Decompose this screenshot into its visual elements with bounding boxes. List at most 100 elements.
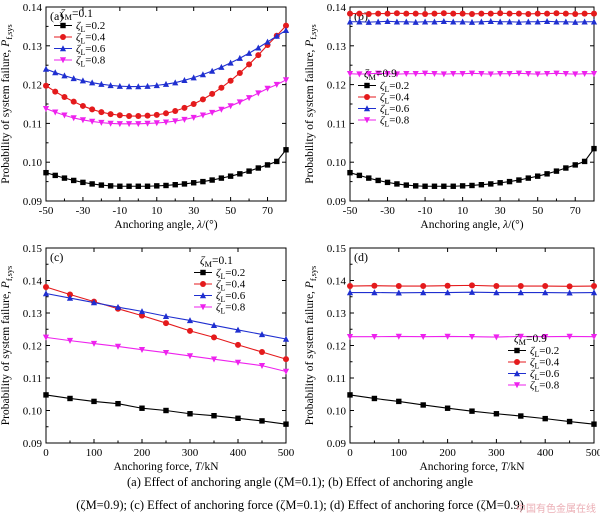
data-point bbox=[190, 101, 197, 107]
y-tick-label: 0.12 bbox=[327, 341, 346, 353]
data-point bbox=[114, 303, 122, 310]
data-point bbox=[347, 283, 353, 290]
data-point bbox=[172, 107, 179, 114]
data-point bbox=[114, 343, 122, 350]
series-triangle-down bbox=[346, 333, 598, 341]
data-point bbox=[444, 333, 451, 340]
data-point bbox=[144, 82, 151, 89]
legend-entry: ζL=0.2 bbox=[76, 20, 105, 34]
series-circle bbox=[347, 282, 597, 290]
data-point bbox=[258, 362, 266, 369]
data-point bbox=[245, 95, 253, 102]
data-point bbox=[421, 18, 429, 25]
x-tick-label: 300 bbox=[182, 447, 199, 459]
y-axis-label: Probability of system failure, Pf,sys bbox=[304, 266, 318, 425]
data-point bbox=[163, 320, 169, 327]
data-point bbox=[562, 71, 569, 78]
y-tick-label: 0.10 bbox=[23, 406, 43, 418]
data-point bbox=[116, 112, 123, 119]
data-point bbox=[384, 10, 391, 17]
data-point bbox=[487, 71, 494, 78]
data-point bbox=[245, 49, 253, 56]
data-point bbox=[517, 283, 524, 290]
data-point bbox=[209, 67, 216, 74]
data-point bbox=[553, 18, 560, 25]
x-axis-label: Anchoring force, T/kN bbox=[419, 461, 525, 473]
data-point bbox=[90, 299, 98, 306]
data-point bbox=[356, 10, 363, 17]
x-tick-label: 70 bbox=[262, 205, 274, 217]
data-point bbox=[403, 10, 410, 17]
data-point bbox=[396, 398, 402, 405]
data-point bbox=[488, 181, 494, 187]
data-point bbox=[61, 72, 68, 79]
data-point bbox=[181, 104, 188, 111]
data-point bbox=[162, 119, 170, 126]
data-point bbox=[163, 407, 169, 414]
data-point bbox=[346, 18, 354, 25]
x-tick-label: -10 bbox=[113, 205, 128, 217]
data-point bbox=[227, 103, 234, 110]
data-point bbox=[154, 183, 160, 189]
data-point bbox=[469, 408, 475, 414]
data-point bbox=[227, 77, 234, 84]
series-triangle bbox=[346, 288, 598, 296]
data-point bbox=[553, 168, 560, 174]
data-point bbox=[506, 71, 513, 78]
data-point bbox=[542, 415, 548, 422]
x-tick-label: 70 bbox=[570, 205, 582, 217]
data-point bbox=[172, 79, 179, 86]
data-point bbox=[534, 18, 541, 25]
data-point bbox=[235, 415, 241, 421]
data-point bbox=[420, 402, 426, 408]
legend-marker bbox=[364, 82, 370, 89]
data-point bbox=[544, 171, 550, 177]
data-point bbox=[450, 183, 456, 189]
data-point bbox=[444, 289, 451, 296]
legend-title: ζM=0.1 bbox=[200, 255, 233, 269]
y-tick-label: 0.09 bbox=[23, 196, 43, 208]
data-point bbox=[209, 177, 215, 183]
series-triangle-down bbox=[346, 70, 598, 78]
data-point bbox=[116, 121, 123, 128]
data-point bbox=[590, 334, 598, 341]
legend-entry: ζL=0.6 bbox=[380, 103, 410, 117]
data-point bbox=[371, 334, 378, 341]
data-point bbox=[218, 63, 225, 70]
data-point bbox=[518, 413, 524, 419]
y-tick-label: 0.15 bbox=[327, 243, 347, 255]
series-circle bbox=[347, 10, 597, 17]
data-point bbox=[493, 411, 500, 417]
data-point bbox=[440, 71, 447, 78]
data-point bbox=[572, 71, 579, 78]
data-point bbox=[525, 175, 532, 181]
legend-entry: ζL=0.4 bbox=[216, 279, 246, 293]
data-point bbox=[144, 183, 151, 189]
y-tick-label: 0.11 bbox=[327, 118, 346, 130]
data-point bbox=[468, 70, 476, 77]
x-axis-label: Anchoring angle, λ/(°) bbox=[420, 219, 523, 231]
series-triangle bbox=[346, 18, 598, 25]
data-point bbox=[236, 54, 243, 61]
data-point bbox=[211, 334, 217, 341]
data-point bbox=[506, 10, 513, 17]
y-tick-label: 0.11 bbox=[327, 373, 346, 385]
data-point bbox=[440, 10, 447, 17]
data-point bbox=[403, 182, 410, 188]
data-point bbox=[162, 349, 170, 356]
data-point bbox=[384, 71, 391, 78]
legend-entry: ζL=0.2 bbox=[380, 80, 409, 94]
data-point bbox=[264, 85, 271, 92]
data-point bbox=[366, 175, 372, 181]
data-point bbox=[542, 334, 549, 341]
data-point bbox=[163, 182, 169, 189]
data-point bbox=[107, 111, 114, 118]
x-tick-label: 400 bbox=[230, 447, 247, 459]
series-triangle bbox=[42, 26, 290, 90]
data-point bbox=[542, 283, 549, 290]
legend-marker bbox=[364, 94, 370, 100]
data-point bbox=[282, 77, 290, 84]
data-point bbox=[70, 98, 77, 105]
data-point bbox=[440, 18, 447, 25]
data-point bbox=[66, 337, 74, 344]
